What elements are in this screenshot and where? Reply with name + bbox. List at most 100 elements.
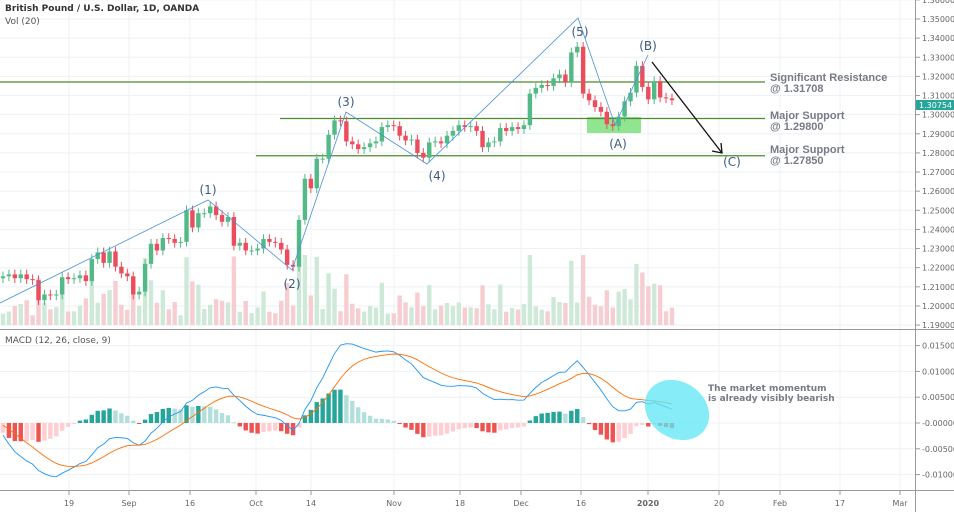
candle-body	[237, 242, 242, 246]
macd-histogram-bar	[551, 411, 556, 423]
y-tick-label: 1.25000	[922, 206, 954, 215]
candle-body	[409, 139, 414, 141]
candle-body	[663, 97, 669, 99]
candle-body	[563, 74, 568, 83]
macd-y-tick-label: -0.01000	[922, 471, 954, 480]
candle-body	[148, 243, 154, 264]
volume-bar	[12, 306, 18, 325]
volume-bar	[652, 283, 657, 325]
volume-bar	[421, 306, 426, 325]
volume-bar	[267, 311, 272, 325]
x-tick-label: Feb	[773, 499, 787, 508]
candle-body	[12, 274, 18, 279]
volume-bar	[468, 307, 473, 325]
macd-histogram-bar	[498, 423, 503, 431]
macd-histogram-bar	[521, 423, 527, 427]
candle-body	[486, 142, 491, 148]
volume-bar	[604, 290, 610, 325]
macd-histogram-bar	[361, 412, 367, 423]
candle-body	[586, 93, 592, 101]
y-tick-label: 1.30000	[922, 111, 954, 120]
candle-body	[438, 141, 444, 144]
volume-bar	[71, 311, 77, 325]
volume-bar	[622, 289, 627, 325]
volume-bar	[136, 305, 142, 325]
support1-note: Major Support @ 1.29800	[770, 111, 845, 133]
macd-histogram-bar	[284, 423, 290, 434]
candle-body	[154, 243, 160, 251]
volume-bar	[580, 255, 586, 325]
volume-bar	[308, 295, 314, 325]
macd-histogram-bar	[403, 423, 408, 428]
macd-histogram-bar	[279, 423, 284, 432]
volume-bar	[231, 256, 237, 325]
macd-histogram-bar	[610, 423, 615, 443]
candle-body	[136, 291, 142, 295]
candle-body	[367, 143, 373, 148]
wave-label: (5)	[572, 25, 589, 39]
macd-histogram-bar	[178, 409, 183, 423]
volume-bar	[391, 313, 396, 325]
elliott-wave-line	[0, 17, 649, 304]
macd-histogram-bar	[54, 423, 59, 437]
y-tick-label: 1.23000	[922, 245, 954, 254]
candle-body	[533, 87, 538, 94]
volume-bar	[154, 302, 160, 325]
candle-body	[338, 120, 343, 122]
volume-bar	[83, 298, 89, 325]
macd-histogram-bar	[18, 423, 23, 442]
y-tick-label: 1.22000	[922, 264, 954, 273]
volume-bar	[95, 302, 100, 325]
candle-body	[498, 128, 503, 142]
macd-histogram-bar	[290, 423, 296, 436]
candle-body	[166, 238, 171, 240]
candle-body	[527, 93, 533, 126]
wave-label: (A)	[609, 137, 627, 151]
y-tick-label: 1.26000	[922, 187, 954, 196]
volume-bar	[279, 300, 284, 325]
macd-histogram-bar	[320, 398, 325, 423]
volume-bar	[338, 311, 343, 325]
volume-bar	[646, 286, 651, 325]
candle-body	[225, 216, 231, 222]
x-tick-label: 18	[455, 499, 465, 508]
volume-bar	[521, 304, 527, 325]
last-price-label: 1.30754	[919, 101, 952, 110]
y-tick-label: 1.19000	[922, 321, 954, 330]
volume-bar	[598, 306, 604, 325]
candle-body	[202, 213, 207, 215]
candle-body	[385, 125, 390, 128]
candle-body	[208, 206, 213, 214]
volume-bar	[107, 290, 112, 325]
candle-body	[178, 241, 183, 243]
signal-line	[2, 353, 673, 467]
candle-body	[24, 274, 29, 280]
candle-body	[296, 219, 302, 267]
wave-label: (3)	[338, 95, 355, 109]
macd-histogram-bar	[379, 418, 385, 423]
volume-bar	[65, 311, 71, 325]
momentum-note: The market momentum is already visibly be…	[708, 384, 835, 404]
support2-note: Major Support @ 1.27850	[770, 145, 845, 167]
macd-histogram-bar	[598, 423, 604, 435]
volume-bar	[344, 274, 349, 325]
x-tick-label: 16	[576, 499, 586, 508]
macd-histogram-bar	[296, 423, 302, 428]
candle-body	[219, 215, 225, 222]
volume-bar	[427, 285, 432, 325]
macd-histogram-bar	[616, 423, 621, 442]
volume-bar	[18, 304, 23, 325]
macd-histogram-bar	[456, 423, 462, 430]
macd-histogram-bar	[0, 423, 6, 433]
candle-body	[492, 141, 497, 143]
candle-body	[48, 294, 53, 296]
candle-body	[279, 242, 284, 250]
volume-bar	[290, 305, 296, 325]
support1-value: @ 1.29800	[770, 121, 824, 133]
candle-body	[652, 81, 657, 100]
volume-bar	[586, 296, 592, 325]
macd-histogram-bar	[344, 395, 349, 423]
resistance-value: @ 1.31708	[770, 83, 824, 95]
